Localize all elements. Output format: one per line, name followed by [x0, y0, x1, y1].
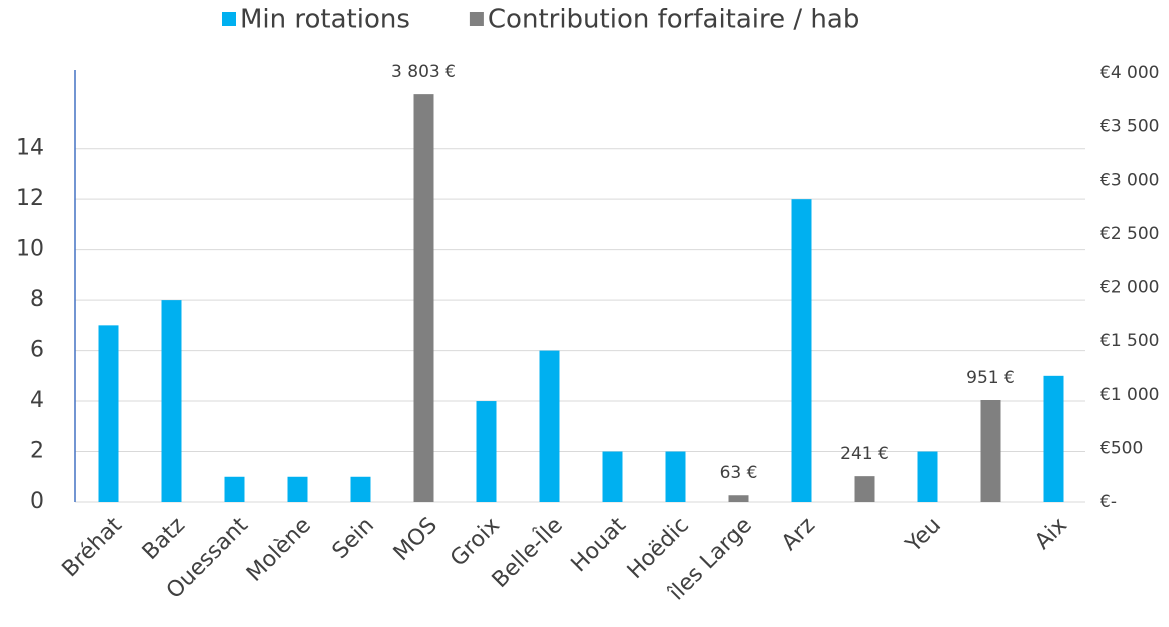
legend-label: Contribution forfaitaire / hab — [488, 5, 859, 35]
y-tick-label: 8 — [30, 287, 44, 312]
bar — [413, 94, 434, 503]
x-tick-label: MOS — [389, 513, 442, 566]
data-label: 63 € — [720, 463, 758, 483]
y-tick-label: 10 — [16, 237, 44, 262]
y2-tick-label: €2 500 — [1100, 224, 1159, 244]
bar — [98, 325, 119, 502]
x-tick-label: Molène — [242, 513, 316, 587]
legend-label: Min rotations — [240, 5, 410, 35]
bar — [791, 199, 812, 503]
x-tick-label: Sein — [328, 513, 379, 564]
bar — [665, 451, 686, 502]
y-tick-label: 4 — [30, 388, 44, 413]
x-tick-label: Aix — [1030, 513, 1072, 555]
x-tick-label: Yeu — [901, 513, 946, 558]
x-tick-label: Houat — [567, 513, 632, 578]
legend-swatch — [469, 12, 484, 26]
legend-swatch — [222, 12, 236, 26]
y2-tick-label: €2 000 — [1100, 278, 1159, 298]
y-tick-label: 0 — [30, 489, 44, 514]
x-tick-label: Batz — [138, 513, 190, 565]
x-tick-label: Groix — [446, 513, 505, 572]
y2-tick-label: €1 500 — [1100, 331, 1159, 351]
y2-tick-label: €- — [1100, 492, 1117, 512]
bar — [1043, 375, 1064, 502]
y2-tick-label: €1 000 — [1100, 385, 1159, 405]
x-tick-label: Belle-Île — [487, 512, 568, 593]
y-tick-label: 6 — [30, 338, 44, 363]
y-tick-label: 14 — [16, 136, 44, 161]
y2-tick-label: €500 — [1100, 438, 1143, 458]
bar — [917, 451, 938, 502]
y2-tick-label: €3 500 — [1100, 117, 1159, 137]
bar — [728, 495, 749, 502]
bar — [350, 476, 371, 502]
bar — [476, 401, 497, 502]
bar — [224, 476, 245, 502]
y-tick-label: 12 — [16, 186, 44, 211]
bar — [161, 300, 182, 502]
data-label: 241 € — [840, 444, 889, 464]
bar — [287, 476, 308, 502]
x-tick-label: Arz — [777, 513, 820, 556]
bar — [539, 350, 560, 502]
bar — [602, 451, 623, 502]
y2-tick-label: €4 000 — [1100, 63, 1159, 83]
y-tick-label: 2 — [30, 439, 44, 464]
y2-tick-label: €3 000 — [1100, 170, 1159, 190]
data-label: 951 € — [966, 368, 1015, 388]
bar — [854, 476, 875, 502]
data-label: 3 803 € — [391, 62, 456, 82]
x-tick-label: Bréhat — [58, 513, 128, 583]
bar — [980, 400, 1001, 502]
